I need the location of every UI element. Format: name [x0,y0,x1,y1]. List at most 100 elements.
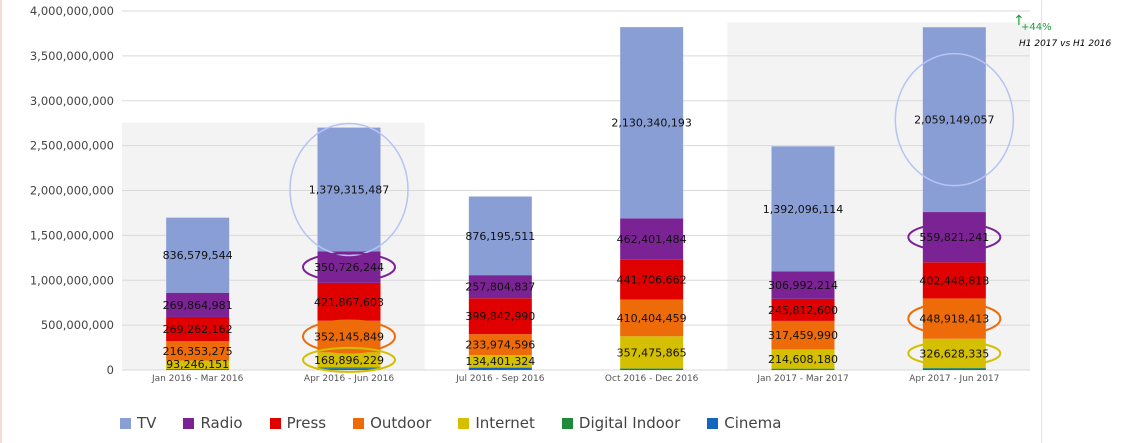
highlight-ring-internet [302,346,396,373]
bar-cinema [468,367,532,370]
y-tick-label: 3,500,000,000 [30,49,114,63]
x-tick-label: Apr 2016 - Jun 2016 [304,374,394,384]
legend-swatch [183,417,195,429]
legend-swatch [120,417,131,429]
bar-tv [166,217,230,293]
arrow-up-icon: ↑ [1013,13,1025,29]
x-tick-label: Apr 2017 - Jun 2017 [909,374,999,384]
legend-swatch [561,417,573,429]
data-label-press: 245,812,600 [768,304,838,317]
bar-radio [771,271,835,299]
growth-caption: H1 2017 vs H1 2016 [1019,39,1112,49]
data-label-tv: 1,379,315,487 [309,183,389,196]
bar-internet [166,360,230,369]
bar-digital-indoor [620,368,684,369]
bar-outdoor [166,341,230,361]
bar-digital-indoor [468,367,532,368]
data-label-outdoor: 216,353,275 [163,345,233,358]
bar-cinema [771,369,835,370]
bar-outdoor [771,320,835,350]
bar-press [468,298,532,335]
highlight-ring-internet [907,340,1002,367]
data-label-press: 441,706,662 [617,274,687,287]
data-label-internet: 134,401,324 [465,355,535,368]
y-tick-label: 2,000,000,000 [30,184,114,198]
bar-tv [771,146,835,272]
x-tick-label: Jan 2017 - Mar 2017 [756,374,848,384]
data-label-radio: 462,401,484 [617,233,687,246]
x-tick-label: Oct 2016 - Dec 2016 [605,374,699,384]
bar-press [166,316,230,342]
highlight-ring-radio [302,252,396,283]
legend-item-press: Press [269,414,327,432]
legend-item-internet: Internet [458,414,535,432]
bar-internet [317,352,381,368]
data-label-radio: 269,864,981 [163,299,233,312]
bar-tv [620,27,684,219]
bar-radio [468,275,532,299]
bar-radio [317,251,381,283]
bar-press [771,298,835,321]
left-border [0,0,2,443]
highlight-ring-tv [894,52,1015,187]
y-tick-label: 4,000,000,000 [30,4,114,18]
legend-label: Radio [200,414,243,432]
bar-cinema [922,368,986,370]
bar-press [620,259,684,300]
data-label-internet: 168,896,229 [314,354,384,367]
bar-cinema [620,368,684,370]
data-label-outdoor: 410,404,459 [617,312,687,325]
bar-internet [771,349,835,369]
data-label-tv: 876,195,511 [465,230,535,243]
legend-swatch [269,417,281,429]
data-label-radio: 350,726,244 [314,261,384,274]
bar-radio [922,212,986,263]
data-label-press: 399,842,990 [465,310,535,323]
bar-press [922,262,986,299]
legend-item-tv: TV [120,414,156,432]
legend-label: Digital Indoor [578,414,681,432]
data-label-internet: 93,246,151 [166,358,229,371]
legend-item-outdoor: Outdoor [353,414,431,432]
x-tick-label: Jan 2016 - Mar 2016 [151,374,244,384]
y-tick-label: 500,000,000 [41,318,114,332]
data-label-radio: 559,821,241 [919,231,989,244]
growth-percent: +44% [1021,22,1052,33]
highlight-ring-tv [289,122,409,257]
data-label-outdoor: 352,145,849 [314,331,384,344]
bar-cinema [166,369,230,370]
data-label-tv: 1,392,096,114 [763,203,843,216]
data-label-outdoor: 448,918,413 [919,313,989,326]
data-label-internet: 326,628,335 [919,347,989,360]
bar-digital-indoor [922,368,986,369]
highlight-ring-outdoor [907,301,1002,336]
bar-internet [620,336,684,369]
legend-swatch [353,417,365,429]
legend-label: Press [286,414,327,432]
legend-label: TV [137,414,157,432]
legend-item-radio: Radio [183,414,243,432]
data-label-press: 269,262,162 [163,323,233,336]
bar-digital-indoor [317,367,381,369]
data-label-internet: 357,475,865 [617,346,687,359]
data-label-tv: 2,059,149,057 [914,114,994,127]
bar-tv [468,196,532,276]
legend-swatch [707,417,719,429]
legend-swatch [458,417,470,429]
y-tick-label: 2,500,000,000 [30,139,114,153]
bar-radio [620,218,684,260]
chart-legend: TV Radio Press Outdoor Internet Digital Indoo… [120,414,808,432]
legend-label: Outdoor [370,414,432,432]
data-label-tv: 2,130,340,193 [611,117,691,130]
data-label-tv: 836,579,544 [163,249,233,262]
bar-press [317,282,381,321]
x-tick-label: Jul 2016 - Sep 2016 [455,374,545,384]
y-tick-label: 3,000,000,000 [30,94,114,108]
right-border [1041,0,1042,443]
legend-item-digital-indoor: Digital Indoor [561,414,681,432]
bar-radio [166,292,230,317]
data-label-radio: 257,804,837 [465,281,535,294]
highlight-ring-outdoor [302,319,396,354]
highlight-ring-radio [907,222,1002,253]
